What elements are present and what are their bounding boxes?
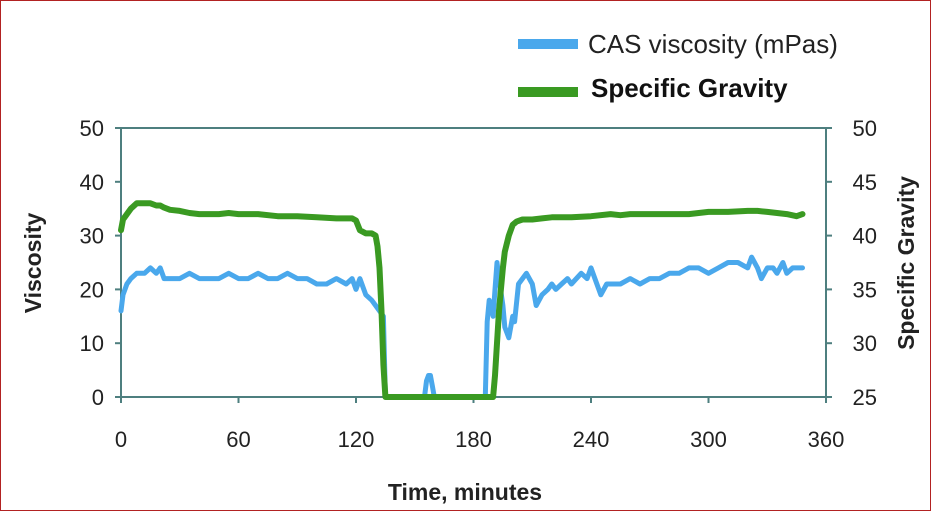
series-line-viscosity: [118, 254, 805, 400]
x-tick-label: 60: [226, 427, 250, 452]
y-left-tick-label: 0: [92, 385, 104, 410]
x-axis-title: Time, minutes: [388, 479, 542, 505]
legend-label-specific-gravity: Specific Gravity: [591, 73, 788, 103]
y-right-tick-label: 45: [853, 170, 877, 195]
series-line-specific-gravity: [118, 200, 806, 400]
y-right-tick-label: 40: [853, 224, 877, 249]
x-tick-label: 180: [455, 427, 492, 452]
x-tick-label: 300: [690, 427, 727, 452]
x-tick-label: 0: [115, 427, 127, 452]
tick-group: 0 60 120 180 240 300 360 0 10 20 30 40 50 25 30 35 40 45 5…: [80, 116, 877, 452]
y-right-tick-label: 50: [853, 116, 877, 141]
x-tick-label: 120: [338, 427, 375, 452]
y-right-tick-label: 25: [853, 385, 877, 410]
y-right-tick-label: 30: [853, 331, 877, 356]
y-left-tick-label: 20: [80, 277, 104, 302]
y-axis-title-left: Viscosity: [20, 213, 46, 314]
y-right-tick-label: 35: [853, 277, 877, 302]
y-left-tick-label: 10: [80, 331, 104, 356]
y-left-tick-label: 50: [80, 116, 104, 141]
legend-label-viscosity: CAS viscosity (mPas): [588, 29, 838, 59]
y-left-tick-label: 40: [80, 170, 104, 195]
series-lines: [118, 200, 806, 400]
x-tick-label: 240: [573, 427, 610, 452]
y-left-tick-label: 30: [80, 224, 104, 249]
y-axis-title-right: Specific Gravity: [893, 176, 919, 350]
x-tick-label: 360: [808, 427, 845, 452]
